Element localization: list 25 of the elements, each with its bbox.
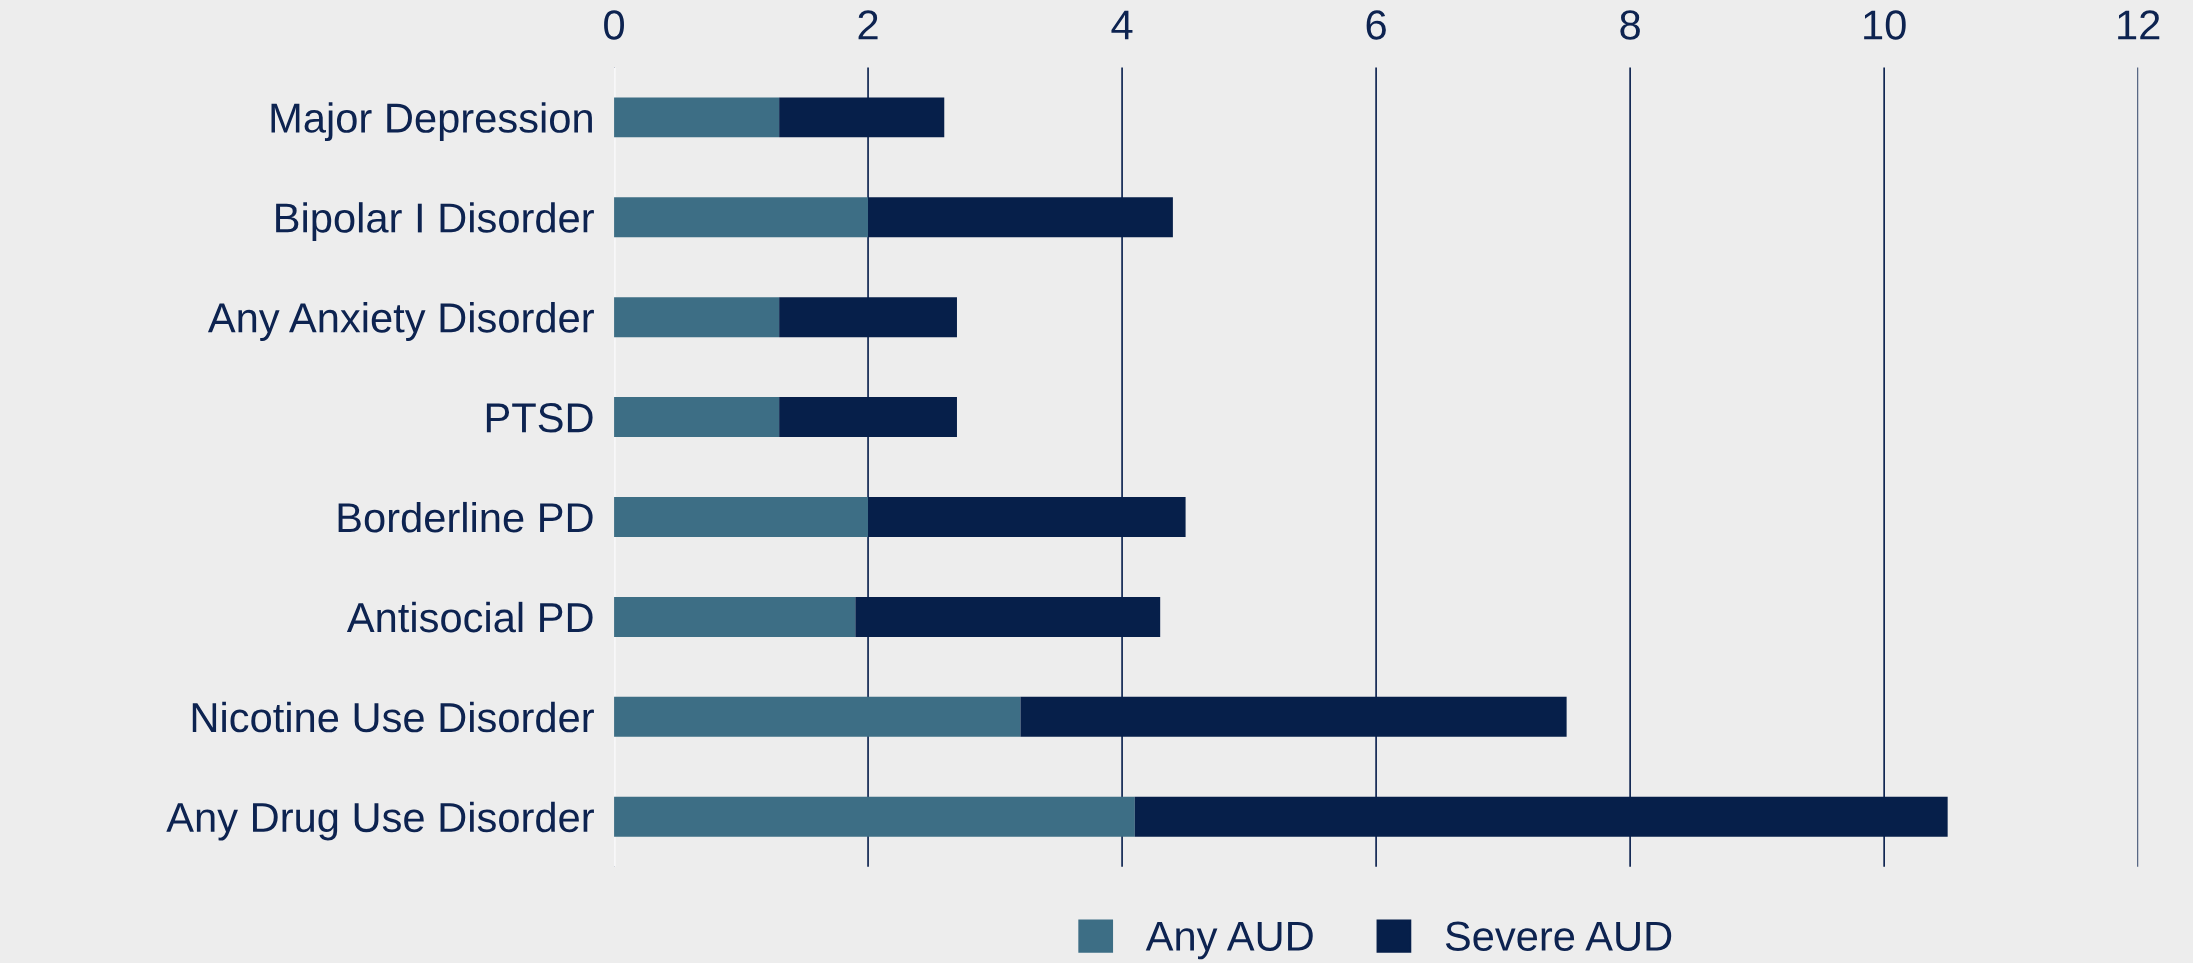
bar xyxy=(614,397,780,438)
legend-label: Any AUD xyxy=(1145,921,1313,960)
x-tick-label: 6 xyxy=(1366,10,1386,40)
y-tick-label: Major Depression xyxy=(271,102,592,142)
bar xyxy=(614,197,869,238)
legend-label: Severe AUD xyxy=(1445,921,1672,952)
y-tick-label: Nicotine Use Disorder xyxy=(192,701,594,733)
y-tick-label: Any Drug Use Disorder xyxy=(166,801,594,841)
bar xyxy=(614,497,869,537)
bar xyxy=(614,796,1135,837)
x-tick-label: 12 xyxy=(2118,10,2160,40)
y-tick-label: Borderline PD xyxy=(338,501,593,533)
bar xyxy=(614,97,780,138)
bar xyxy=(614,297,780,338)
x-tick-label: 4 xyxy=(1111,10,1133,40)
x-tick-label: 10 xyxy=(1864,10,1906,40)
x-tick-label: 2 xyxy=(858,10,878,40)
bar xyxy=(614,596,856,637)
x-tick-label: 0 xyxy=(604,10,624,40)
y-tick-label: Any Anxiety Disorder xyxy=(207,302,594,341)
x-tick-label: 8 xyxy=(1620,10,1640,40)
y-tick-label: PTSD xyxy=(486,403,593,433)
bar xyxy=(614,696,1021,737)
y-tick-label: Bipolar I Disorder xyxy=(276,202,594,242)
y-tick-label: Antisocial PD xyxy=(346,601,593,633)
